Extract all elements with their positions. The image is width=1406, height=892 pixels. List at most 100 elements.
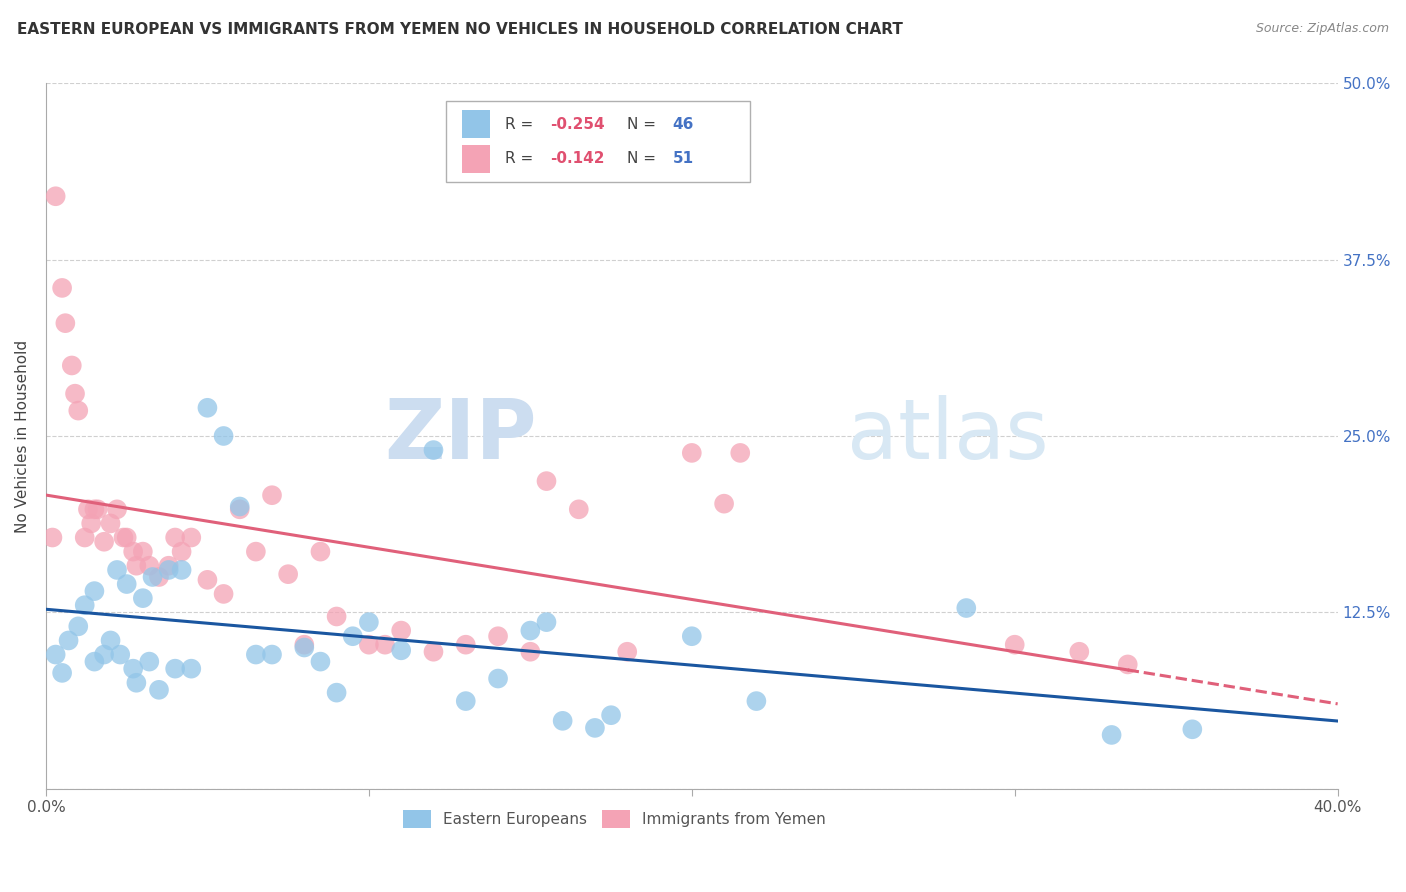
Text: N =: N = [627,152,661,167]
Point [77,502,100,516]
Point [83,584,105,599]
Point [110,648,132,662]
Point [292,640,315,655]
Point [100,516,122,531]
Point [1181,723,1204,737]
Point [536,474,558,488]
Point [58,633,80,648]
Point [165,662,187,676]
Point [519,624,541,638]
Point [132,591,155,606]
Point [125,675,148,690]
Point [197,401,219,415]
Point [212,587,235,601]
Point [73,598,96,612]
Point [51,281,73,295]
Point [73,531,96,545]
Point [41,531,63,545]
Point [180,662,202,676]
Text: -0.142: -0.142 [550,152,605,167]
FancyBboxPatch shape [446,101,749,182]
Point [681,446,703,460]
Point [122,662,145,676]
Point [80,516,103,531]
Text: -0.254: -0.254 [550,117,605,132]
Point [53,316,76,330]
Point [422,443,444,458]
Point [125,558,148,573]
Point [51,665,73,680]
Text: Source: ZipAtlas.com: Source: ZipAtlas.com [1256,22,1389,36]
Point [1116,657,1139,672]
Point [180,531,202,545]
Text: EASTERN EUROPEAN VS IMMIGRANTS FROM YEMEN NO VEHICLES IN HOUSEHOLD CORRELATION C: EASTERN EUROPEAN VS IMMIGRANTS FROM YEME… [17,22,903,37]
Bar [463,111,491,138]
Point [486,672,509,686]
Point [357,638,380,652]
Y-axis label: No Vehicles in Household: No Vehicles in Household [15,340,30,533]
Point [422,645,444,659]
Point [245,648,267,662]
Point [536,615,558,629]
Point [67,403,90,417]
Point [157,558,180,573]
Point [63,386,86,401]
Point [115,531,138,545]
Point [83,502,105,516]
Point [197,573,219,587]
Point [551,714,574,728]
Point [60,359,83,373]
Point [93,648,115,662]
Legend: Eastern Europeans, Immigrants from Yemen: Eastern Europeans, Immigrants from Yemen [396,804,832,834]
Point [325,685,347,699]
Point [277,567,299,582]
Point [454,638,477,652]
Text: ZIP: ZIP [384,395,537,476]
Point [228,500,250,514]
Point [616,645,638,659]
Point [260,488,283,502]
Point [165,531,187,545]
Point [389,643,412,657]
Point [389,624,412,638]
Text: N =: N = [627,117,661,132]
Point [115,577,138,591]
Point [292,638,315,652]
Point [309,544,332,558]
Point [132,544,155,558]
Point [1069,645,1091,659]
Point [157,563,180,577]
Point [141,570,163,584]
Point [728,446,751,460]
Point [93,534,115,549]
Point [86,502,108,516]
Point [519,645,541,659]
Point [309,655,332,669]
Point [681,629,703,643]
Point [342,629,364,643]
Point [83,655,105,669]
Point [325,609,347,624]
Point [105,563,128,577]
Point [112,531,135,545]
Point [454,694,477,708]
Point [212,429,235,443]
Point [745,694,768,708]
Point [105,502,128,516]
Point [45,189,67,203]
Point [1101,728,1123,742]
Point [713,497,735,511]
Point [170,563,193,577]
Point [67,619,90,633]
Text: 51: 51 [672,152,693,167]
Point [486,629,509,643]
Point [583,721,606,735]
Point [148,682,170,697]
Text: 46: 46 [672,117,693,132]
Point [122,544,145,558]
Text: R =: R = [505,152,537,167]
Point [245,544,267,558]
Point [374,638,396,652]
Point [600,708,623,723]
Point [170,544,193,558]
